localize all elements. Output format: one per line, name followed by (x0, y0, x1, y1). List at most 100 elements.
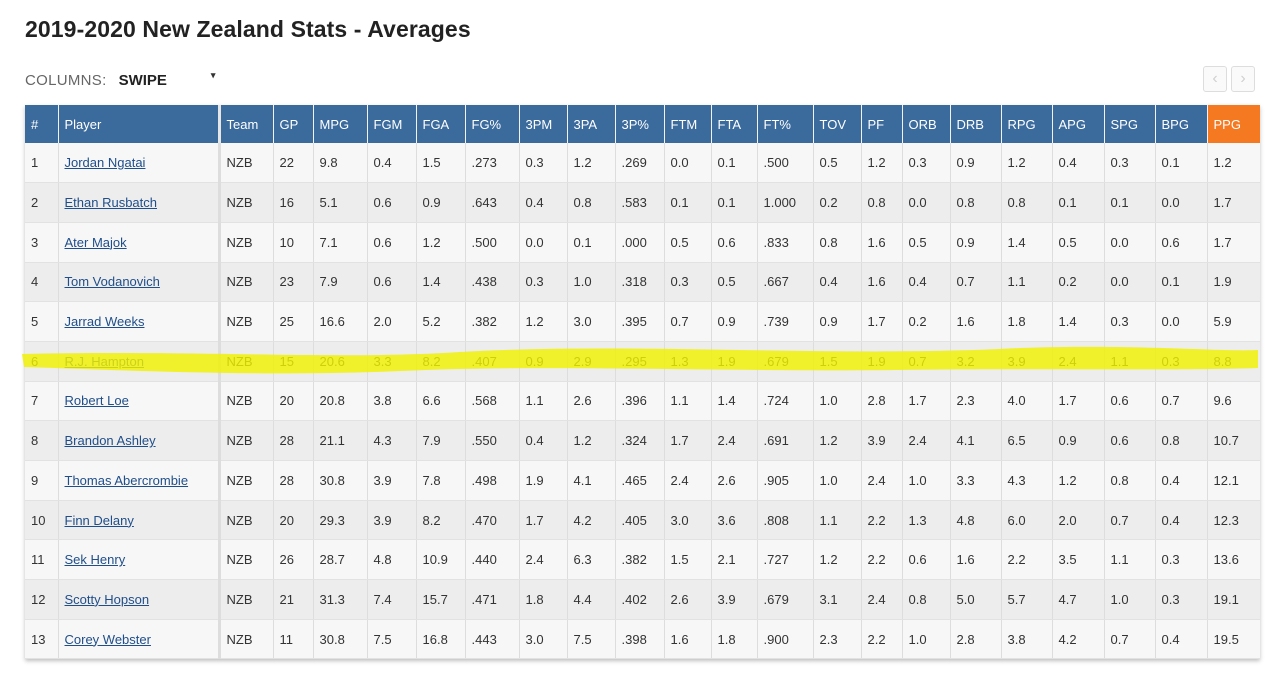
stat-cell: 7.1 (313, 222, 368, 263)
stat-cell: 1.6 (664, 619, 712, 660)
stat-cell: 29.3 (313, 500, 368, 541)
stat-cell: 1.0 (902, 460, 951, 501)
player-link[interactable]: Scotty Hopson (64, 591, 150, 607)
stat-cell: 1.7 (861, 301, 903, 342)
stat-cell: 0.3 (1104, 301, 1156, 342)
stat-cell: 12.3 (1207, 500, 1260, 541)
chevron-left-icon[interactable]: ‹ (1203, 66, 1227, 92)
player-link[interactable]: Corey Webster (64, 631, 151, 647)
column-header-apg[interactable]: APG (1052, 105, 1105, 143)
stat-cell: 16.8 (416, 619, 466, 660)
column-header-rpg[interactable]: RPG (1001, 105, 1053, 143)
stat-cell: 0.3 (1155, 539, 1208, 581)
player-link[interactable]: Sek Henry (64, 552, 126, 568)
stat-cell: 0.5 (902, 222, 951, 263)
column-header-3pm[interactable]: 3PM (519, 105, 568, 143)
stat-cell: 1.7 (1052, 381, 1105, 422)
stat-cell: 0.2 (1052, 262, 1105, 303)
page-title: 2019-2020 New Zealand Stats - Averages (25, 16, 471, 42)
stat-cell: 21.1 (313, 420, 368, 461)
column-header-bpg[interactable]: BPG (1155, 105, 1208, 143)
player-cell: Corey Webster (58, 619, 221, 660)
column-header-team[interactable]: Team (219, 105, 274, 143)
player-link[interactable]: R.J. Hampton (64, 353, 144, 369)
columns-label: COLUMNS: (25, 72, 107, 89)
stat-cell: 28 (273, 460, 314, 501)
stat-cell: 0.4 (813, 262, 862, 303)
stat-cell: 2.4 (861, 460, 903, 501)
player-cell: Ethan Rusbatch (58, 182, 221, 223)
stat-cell: 30.8 (313, 619, 368, 660)
stat-cell: .396 (615, 381, 665, 422)
stat-cell: 2.2 (861, 619, 903, 660)
player-cell: Jordan Ngatai (58, 143, 221, 184)
stat-cell: 0.7 (950, 262, 1002, 303)
column-header-orb[interactable]: ORB (902, 105, 951, 143)
stat-cell: 1.8 (711, 619, 758, 660)
stat-cell: 0.4 (1155, 460, 1208, 501)
stat-cell: 0.0 (664, 143, 712, 184)
column-header-pf[interactable]: PF (861, 105, 903, 143)
stat-cell: 2.6 (711, 460, 758, 501)
stat-cell: 2.4 (519, 539, 568, 581)
player-link[interactable]: Thomas Abercrombie (64, 472, 189, 488)
column-header-gp[interactable]: GP (273, 105, 314, 143)
column-header-mpg[interactable]: MPG (313, 105, 368, 143)
player-link[interactable]: Jarrad Weeks (64, 314, 145, 330)
stat-cell: 5.7 (1001, 579, 1053, 620)
stat-cell: 1.5 (664, 539, 712, 581)
stat-cell: 20.8 (313, 381, 368, 422)
column-header-ppg[interactable]: PPG (1207, 105, 1260, 143)
column-header-drb[interactable]: DRB (950, 105, 1002, 143)
column-header-3pa[interactable]: 3PA (567, 105, 616, 143)
stat-cell: 5 (25, 301, 59, 342)
stat-cell: .500 (757, 143, 814, 184)
player-link[interactable]: Jordan Ngatai (64, 155, 146, 171)
stat-cell: NZB (219, 222, 274, 263)
column-header-ft[interactable]: FT% (757, 105, 814, 143)
stat-cell: 0.6 (711, 222, 758, 263)
stat-cell: 16 (273, 182, 314, 223)
stat-cell: 4.1 (567, 460, 616, 501)
chevron-right-icon[interactable]: › (1231, 66, 1255, 92)
stat-cell: 7.8 (416, 460, 466, 501)
player-cell: Thomas Abercrombie (58, 460, 221, 501)
column-header-fta[interactable]: FTA (711, 105, 758, 143)
stat-cell: 1.1 (1001, 262, 1053, 303)
column-header-spg[interactable]: SPG (1104, 105, 1156, 143)
stat-cell: .273 (465, 143, 520, 184)
stat-cell: 7.4 (367, 579, 417, 620)
player-link[interactable]: Ater Majok (64, 234, 127, 250)
player-link[interactable]: Ethan Rusbatch (64, 195, 158, 211)
stat-cell: 0.4 (1052, 143, 1105, 184)
stat-cell: .470 (465, 500, 520, 541)
column-header-player[interactable]: Player (58, 105, 221, 143)
player-cell: Sek Henry (58, 539, 221, 581)
stat-cell: .808 (757, 500, 814, 541)
columns-select[interactable]: SWIPE ▾ (119, 70, 219, 89)
player-link[interactable]: Brandon Ashley (64, 433, 156, 449)
stat-cell: 2.1 (711, 539, 758, 581)
stat-cell: NZB (219, 539, 274, 581)
player-cell: Tom Vodanovich (58, 262, 221, 303)
stat-cell: 0.1 (1155, 262, 1208, 303)
player-cell: Jarrad Weeks (58, 301, 221, 342)
column-header-fg[interactable]: FG% (465, 105, 520, 143)
stat-cell: 3.5 (1052, 539, 1105, 581)
player-link[interactable]: Tom Vodanovich (64, 274, 160, 290)
column-header-tov[interactable]: TOV (813, 105, 862, 143)
stat-cell: 0.9 (711, 301, 758, 342)
stat-cell: .382 (615, 539, 665, 581)
stat-cell: 0.6 (367, 262, 417, 303)
player-link[interactable]: Finn Delany (64, 512, 134, 528)
stat-cell: 2.9 (567, 341, 616, 382)
stat-cell: 1.2 (567, 420, 616, 461)
player-link[interactable]: Robert Loe (64, 393, 129, 409)
column-header-3p[interactable]: 3P% (615, 105, 665, 143)
column-header-rank[interactable]: # (25, 105, 59, 143)
column-header-fga[interactable]: FGA (416, 105, 466, 143)
stat-cell: 1.7 (1207, 182, 1260, 223)
column-header-ftm[interactable]: FTM (664, 105, 712, 143)
stat-cell: 0.2 (813, 182, 862, 223)
column-header-fgm[interactable]: FGM (367, 105, 417, 143)
